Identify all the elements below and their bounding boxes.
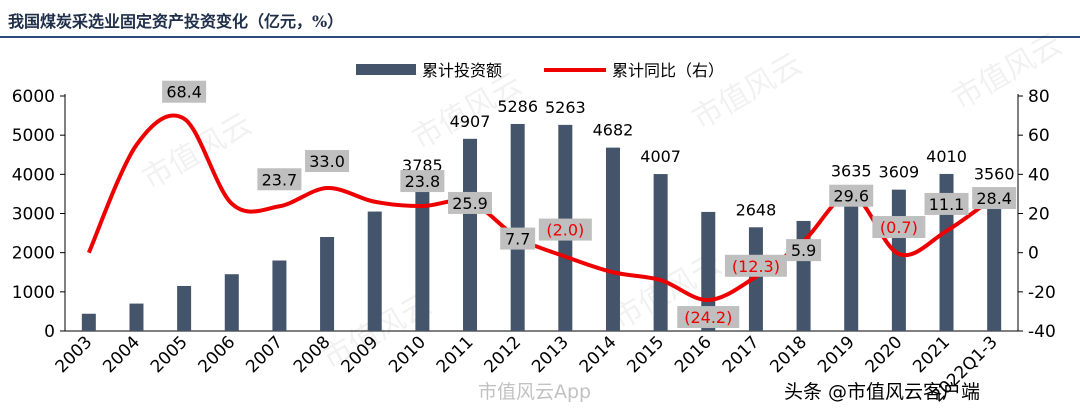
line-data-label: (24.2): [684, 308, 732, 327]
bar: [463, 138, 478, 331]
footer-left-text: 市值风云App: [478, 381, 591, 403]
x-tick-label: 2007: [242, 332, 287, 377]
y-left-tick-label: 6000: [12, 87, 55, 107]
bar-data-label: 3635: [831, 162, 872, 181]
line-data-label-box: [677, 306, 740, 329]
bar: [224, 274, 239, 331]
bar: [320, 237, 335, 331]
bar: [891, 189, 906, 331]
bar-data-label: 4682: [593, 121, 634, 140]
y-right-tick-label: 20: [1028, 205, 1050, 225]
bar: [272, 260, 287, 331]
watermark-text: 市值风云: [137, 107, 258, 197]
bar-data-label: 5263: [545, 98, 586, 117]
footer: 市值风云App 头条 @市值风云客户端: [478, 381, 980, 403]
y-right-tick-label: 0: [1028, 244, 1039, 264]
x-tick-label: 2011: [433, 332, 478, 377]
x-tick-label: 2013: [528, 332, 573, 377]
y-left-tick-label: 5000: [12, 126, 55, 146]
y-right-tick-label: 40: [1028, 165, 1050, 185]
x-tick-label: 2016: [671, 332, 716, 377]
y-right-tick-label: -40: [1028, 322, 1056, 342]
line-data-label-box: [924, 192, 969, 215]
bar-data-label: 3609: [879, 163, 920, 182]
x-tick-label: 2019: [814, 332, 859, 377]
bar-data-label: 5286: [497, 97, 538, 116]
y-left-tick-label: 4000: [12, 165, 55, 185]
footer-right-text: 头条 @市值风云客户端: [784, 381, 980, 403]
y-right-tick-label: 80: [1028, 87, 1050, 107]
legend-label-line: 累计同比（右）: [612, 61, 724, 80]
legend: 累计投资额 累计同比（右）: [356, 61, 724, 80]
bar: [177, 285, 192, 331]
y-right-tick-label: -20: [1028, 283, 1056, 303]
title-rule: [0, 36, 1080, 38]
line-data-label: (12.3): [732, 257, 780, 276]
bar: [653, 174, 668, 331]
x-tick-label: 2020: [862, 332, 907, 377]
y-left-tick-label: 0: [44, 322, 55, 342]
line-data-label-box: [972, 187, 1017, 210]
line-data-label: 25.9: [452, 194, 488, 213]
x-tick-label: 2015: [623, 332, 668, 377]
bar: [415, 182, 430, 331]
x-tick-label: 2004: [99, 332, 144, 377]
bar: [129, 303, 144, 331]
line-data-label: 33.0: [309, 152, 345, 171]
line-data-label-box: [257, 168, 302, 191]
line-data-label: 23.7: [262, 170, 298, 189]
line-data-label-box: [500, 227, 536, 250]
line-data-label-box: [872, 216, 926, 239]
line-data-label-box: [786, 239, 822, 262]
bar: [844, 188, 859, 331]
x-tick-label: 2017: [719, 332, 764, 377]
watermark-text: 市值风云: [947, 27, 1068, 117]
bar-data-label: 4010: [926, 147, 967, 166]
bar-data-label: 3785: [402, 156, 443, 175]
bar: [987, 191, 1002, 331]
bar-data-label: 3560: [974, 165, 1015, 184]
x-tick-label: 2005: [147, 332, 192, 377]
bar-data-label: 4907: [450, 112, 491, 131]
bar: [748, 227, 763, 331]
bar: [605, 147, 620, 331]
line-data-label: (2.0): [546, 221, 584, 240]
line-data-label-box: [829, 184, 874, 207]
x-tick-label: 2006: [195, 332, 240, 377]
line-data-label-box: [305, 150, 350, 173]
bar: [367, 211, 382, 331]
bar-data-labels: 3785 4907 5286 5263 4682 4007 2648 3635 3609 4010…: [402, 97, 1015, 219]
x-tick-label: 2018: [766, 332, 811, 377]
line-data-label: 29.6: [833, 187, 869, 206]
bar: [81, 313, 96, 331]
line-data-label: 5.9: [791, 241, 816, 260]
y-left-tick-label: 1000: [12, 283, 55, 303]
line-data-label: 68.4: [166, 83, 202, 102]
line-data-label-box: [448, 191, 493, 214]
y-left-tick-label: 2000: [12, 244, 55, 264]
line-data-label-box: [538, 218, 592, 241]
x-tick-label: 2003: [52, 332, 97, 377]
y-right-tick-label: 60: [1028, 126, 1050, 146]
legend-swatch-bar: [356, 64, 416, 75]
line-data-label-box: [162, 80, 207, 103]
line-data-label-box: [724, 254, 787, 277]
line-data-label: (0.7): [880, 218, 918, 237]
line-data-labels: 68.4 23.7 33.0 23.8 25.9 7.7 (2.0) (24.2) (12.3)…: [162, 80, 1017, 329]
chart-title: 我国煤炭采选业固定资产投资变化（亿元，%）: [8, 12, 344, 31]
y-left-tick-label: 3000: [12, 205, 55, 225]
line-data-label: 7.7: [505, 230, 530, 249]
x-tick-label: 2014: [576, 332, 621, 377]
line-data-label: 28.4: [976, 189, 1012, 208]
line-data-label: 23.8: [405, 172, 441, 191]
line-data-label-box: [400, 170, 445, 193]
bar-data-label: 2648: [736, 200, 777, 219]
x-tick-label: 2012: [480, 332, 525, 377]
bar-data-label: 4007: [640, 147, 681, 166]
legend-label-bar: 累计投资额: [422, 61, 502, 80]
x-tick-label: 2021: [909, 332, 954, 377]
line-data-label: 11.1: [929, 195, 965, 214]
bar: [510, 123, 525, 331]
